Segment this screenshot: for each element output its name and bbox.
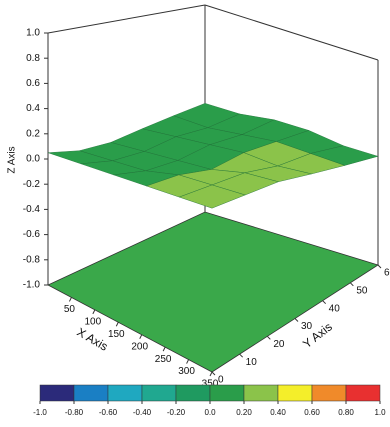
x-tick-label: 100 — [85, 316, 102, 327]
box-edge — [47, 4, 206, 34]
y-tick-label: 10 — [246, 357, 258, 368]
y-tick — [266, 335, 271, 340]
z-tick-label: -1.0 — [23, 280, 41, 291]
colorbar-tick-label: -0.40 — [133, 408, 152, 417]
y-tick — [377, 264, 382, 269]
x-tick-label: 350 — [202, 379, 219, 390]
colorbar-swatch — [209, 384, 245, 402]
y-tick-label: 60 — [384, 268, 390, 279]
colorbar-tick-label: 0.0 — [204, 408, 216, 417]
colorbar-tick-label: -1.0 — [33, 408, 47, 417]
z-tick-label: -0.8 — [23, 254, 41, 265]
z-axis-label: Z Axis — [7, 146, 18, 173]
colorbar-swatch — [39, 384, 75, 402]
y-tick — [239, 353, 244, 358]
y-tick — [211, 371, 216, 376]
colorbar-swatch — [107, 384, 143, 402]
z-tick-label: 0.4 — [26, 103, 40, 114]
colorbar-swatch — [73, 384, 109, 402]
x-tick — [162, 346, 166, 352]
colorbar-tick-label: 1.0 — [374, 408, 386, 417]
z-tick-label: -0.2 — [23, 179, 41, 190]
colorbar-tick-label: -0.60 — [99, 408, 118, 417]
colorbar-swatch — [345, 384, 381, 402]
x-tick-label: 200 — [131, 341, 148, 352]
y-tick — [322, 300, 327, 305]
y-tick — [294, 318, 299, 322]
colorbar-swatch — [243, 384, 279, 402]
x-tick — [68, 297, 72, 302]
colorbar-swatch — [277, 384, 313, 402]
colorbar-swatch — [311, 384, 347, 402]
z-tick-label: -0.4 — [23, 204, 41, 215]
x-tick — [139, 334, 143, 339]
colorbar-swatch — [141, 384, 177, 402]
x-tick — [92, 309, 96, 315]
x-axis-label: X Axis — [74, 325, 110, 354]
y-tick — [349, 282, 354, 287]
z-tick-label: -0.6 — [23, 229, 41, 240]
z-tick-label: 0.8 — [26, 53, 40, 64]
colorbar-tick-label: -0.20 — [167, 408, 186, 417]
colorbar-tick-label: 0.40 — [270, 408, 286, 417]
z-tick-label: 0.2 — [26, 128, 40, 139]
colorbar-tick-label: 0.20 — [236, 408, 252, 417]
x-tick — [115, 322, 119, 327]
x-tick-label: 150 — [108, 329, 125, 340]
z-tick-label: 0.6 — [26, 78, 40, 89]
z-tick-label: 0.0 — [26, 154, 40, 165]
y-tick-label: 50 — [356, 285, 368, 296]
x-tick — [209, 371, 213, 377]
y-tick-label: 30 — [301, 321, 313, 332]
colorbar-swatch — [175, 384, 211, 402]
colorbar-tick-label: -0.80 — [65, 408, 84, 417]
y-tick-label: 20 — [273, 339, 285, 350]
x-tick-label: 50 — [64, 304, 76, 315]
colorbar-tick-label: 0.60 — [304, 408, 320, 417]
surface-patch — [178, 184, 246, 209]
z-tick-label: 1.0 — [26, 28, 40, 39]
x-tick-label: 300 — [178, 366, 195, 377]
y-tick-label: 40 — [329, 303, 341, 314]
colorbar-tick-label: 0.80 — [338, 408, 354, 417]
y-tick-label: 0 — [218, 375, 224, 386]
x-tick-label: 250 — [155, 354, 172, 365]
x-tick — [186, 359, 190, 364]
box-edge — [204, 4, 379, 61]
